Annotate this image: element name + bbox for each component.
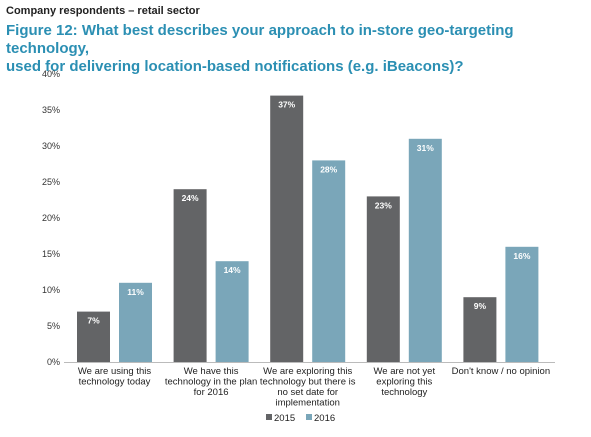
bar-2016 [408,138,442,362]
data-label-2016: 14% [224,265,241,275]
data-label-2016: 16% [513,251,530,261]
y-tick-label: 0% [47,357,60,367]
y-tick-label: 20% [42,213,60,223]
data-label-2016: 31% [417,143,434,153]
x-category-label: Don't know / no opinion [452,366,550,377]
chart-kicker: Company respondents – retail sector [6,5,200,17]
data-label-2016: 28% [320,164,337,174]
y-tick-label: 25% [42,177,60,187]
x-category-label-line: implementation [275,398,339,409]
data-label-2016: 11% [127,287,144,297]
bar-2016 [505,246,539,362]
bar-2015 [270,95,304,362]
data-label-2015: 7% [87,316,100,326]
x-category-label-line: We are not yet [373,366,435,377]
chart-title: Figure 12: What best describes your appr… [6,22,586,76]
x-category-label-line: Don't know / no opinion [452,366,550,377]
bar-2015 [366,196,400,362]
bar-2016 [119,282,152,362]
x-category-label-line: technology in the plan [165,377,257,388]
x-category-label: We are exploring this technology but ther… [260,366,356,409]
x-category-label-line: for 2016 [194,387,229,398]
y-tick-label: 30% [42,141,60,151]
x-category-label-line: technology [381,387,427,398]
legend-label-2016: 2016 [314,413,335,424]
y-tick-label: 10% [42,285,60,295]
legend-swatch-2016 [306,414,312,420]
x-category-label-line: technology but there is [260,377,356,388]
x-category-label: We are using this technology today [78,366,151,388]
data-label-2015: 9% [474,301,487,311]
y-tick-label: 40% [42,69,60,79]
legend-swatch-2015 [266,414,272,420]
x-category-label: We have this technology in the plan for 20… [165,366,257,398]
y-tick-label: 15% [42,249,60,259]
x-category-label-line: We are using this [78,366,151,377]
x-category-label-line: We are exploring this [263,366,352,377]
data-label-2015: 24% [182,193,199,203]
chart-title-line-1: Figure 12: What best describes your appr… [6,22,514,57]
x-category-label-line: technology today [79,377,151,388]
data-label-2015: 37% [278,100,295,110]
bar-2015 [173,189,207,362]
bar-2015 [77,311,110,362]
x-category-label-line: We have this [184,366,239,377]
x-category-label-line: exploring this [376,377,432,388]
y-tick-label: 35% [42,105,60,115]
legend-label-2015: 2015 [274,413,295,424]
chart-title-line-2: used for delivering location-based notif… [6,58,464,75]
data-label-2015: 23% [375,200,392,210]
bar-2015 [463,297,497,362]
x-category-label-line: no set date for [277,387,338,398]
y-tick-label: 5% [47,321,60,331]
bar-2016 [215,261,249,362]
bar-2016 [312,160,346,362]
x-category-label: We are not yet exploring this technology [373,366,435,398]
